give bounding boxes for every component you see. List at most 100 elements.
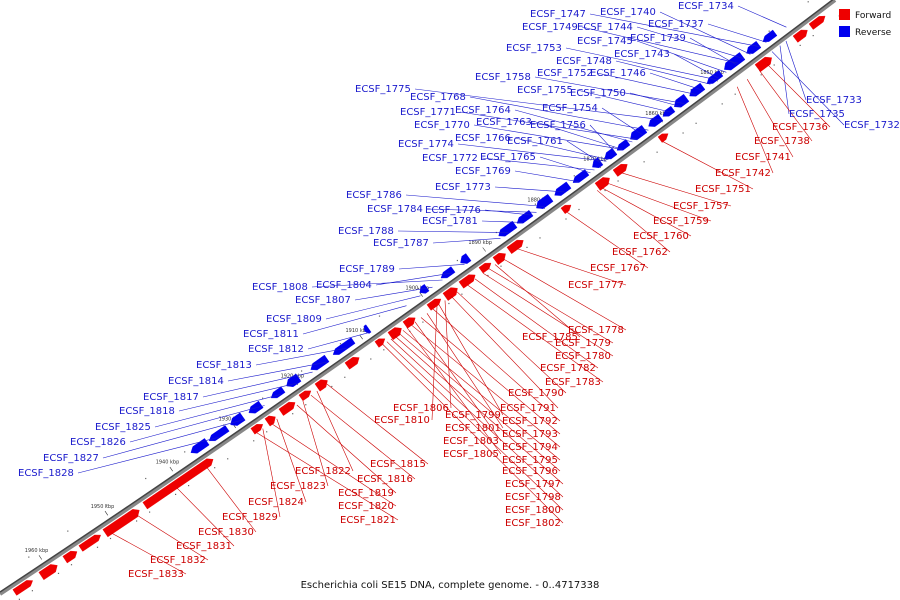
reverse-gene-label: ECSF_1755: [517, 85, 573, 96]
forward-leader-line: [176, 487, 235, 547]
frame-dot: [721, 103, 723, 105]
tick-label: 1890 kbp: [468, 240, 492, 246]
reverse-gene-label: ECSF_1809: [266, 314, 322, 325]
reverse-gene-label: ECSF_1827: [43, 453, 99, 464]
reverse-gene: [648, 113, 664, 127]
frame-dot: [617, 180, 619, 182]
forward-leader-line: [606, 182, 712, 222]
frame-dot: [214, 467, 216, 469]
frame-dot: [253, 440, 255, 442]
forward-gene-label: ECSF_1793: [502, 429, 558, 440]
reverse-gene-label: ECSF_1788: [338, 226, 394, 237]
legend-forward-swatch: [839, 9, 850, 20]
legend-reverse-label: Reverse: [855, 28, 892, 38]
forward-gene-label: ECSF_1806: [393, 403, 449, 414]
reverse-leader-line: [398, 264, 465, 270]
reverse-gene: [286, 373, 302, 388]
reverse-leader-line: [426, 208, 537, 213]
reverse-gene: [498, 220, 518, 237]
forward-gene-label: ECSF_1782: [540, 363, 596, 374]
frame-dot: [487, 274, 489, 277]
forward-gene-label: ECSF_1822: [295, 466, 351, 477]
reverse-gene-label: ECSF_1763: [476, 117, 532, 128]
reverse-leader-line: [102, 419, 245, 459]
reverse-leader-line: [737, 5, 787, 28]
frame-dot: [262, 397, 264, 399]
forward-gene: [62, 550, 78, 564]
forward-gene-label: ECSF_1815: [370, 459, 426, 470]
reverse-gene-label: ECSF_1737: [648, 19, 704, 30]
reverse-gene-label: ECSF_1749: [522, 22, 578, 33]
reverse-gene-label: ECSF_1818: [119, 406, 175, 417]
forward-gene: [560, 204, 572, 214]
reverse-gene: [662, 105, 676, 117]
reverse-gene: [460, 253, 472, 264]
forward-gene: [612, 163, 628, 177]
frame-dot: [145, 477, 147, 480]
frame-dot: [656, 151, 658, 153]
forward-leader-line: [276, 418, 307, 503]
forward-leader-line: [502, 258, 627, 331]
forward-leader-line: [662, 141, 754, 190]
forward-gene-label: ECSF_1819: [338, 488, 394, 499]
reverse-gene-label: ECSF_1740: [600, 7, 656, 18]
reverse-gene: [746, 40, 762, 54]
forward-gene: [458, 274, 476, 289]
frame-dot: [339, 343, 342, 345]
reverse-gene-label: ECSF_1786: [346, 190, 402, 201]
forward-gene-label: ECSF_1759: [653, 216, 709, 227]
reverse-leader-line: [178, 382, 297, 412]
reverse-leader-line: [307, 332, 369, 350]
tick-mark: [482, 247, 486, 252]
reverse-leader-line: [469, 96, 649, 131]
forward-leader-line: [296, 404, 397, 494]
frame-dot: [109, 537, 112, 540]
reverse-leader-line: [601, 107, 643, 135]
reverse-gene-label: ECSF_1748: [556, 56, 612, 67]
tick-label: 1900 kbp: [406, 285, 430, 291]
forward-leader-line: [516, 248, 627, 286]
forward-leader-line: [256, 432, 399, 521]
forward-gene-label: ECSF_1798: [505, 492, 561, 503]
frame-dot: [31, 590, 33, 592]
reverse-gene-label: ECSF_1761: [507, 136, 563, 147]
forward-gene-label: ECSF_1796: [502, 466, 558, 477]
forward-gene-label: ECSF_1816: [357, 474, 413, 485]
reverse-gene-label: ECSF_1769: [455, 166, 511, 177]
reverse-leader-line: [227, 361, 327, 382]
forward-gene-label: ECSF_1800: [505, 505, 561, 516]
forward-leader-line: [410, 324, 561, 448]
forward-leader-line: [766, 63, 831, 128]
forward-gene-label: ECSF_1751: [695, 184, 751, 195]
forward-leader-line: [450, 295, 559, 409]
reverse-leader-line: [202, 371, 313, 398]
reverse-leader-line: [154, 394, 281, 428]
frame-dot: [461, 293, 463, 295]
forward-gene-label: ECSF_1738: [754, 136, 810, 147]
forward-gene: [142, 458, 214, 510]
reverse-gene-label: ECSF_1758: [475, 72, 531, 83]
reverse-leader-line: [649, 72, 703, 91]
reverse-leader-line: [659, 11, 751, 55]
tick-label: 1940 kbp: [156, 460, 180, 466]
gene-layer: [12, 15, 826, 596]
reverse-gene: [208, 425, 230, 441]
forward-leader-line: [494, 264, 581, 338]
forward-leader-line: [736, 86, 774, 174]
reverse-gene: [440, 266, 456, 279]
reverse-leader-line: [459, 111, 637, 140]
forward-gene-label: ECSF_1757: [673, 201, 729, 212]
forward-leader-line: [326, 383, 429, 465]
leader-lines: [77, 5, 845, 575]
frame-dot: [331, 385, 333, 388]
reverse-gene: [516, 210, 534, 224]
forward-leader-line: [432, 308, 561, 422]
reverse-leader-line: [457, 143, 607, 162]
forward-gene: [344, 356, 360, 370]
reverse-leader-line: [615, 60, 711, 85]
forward-gene: [78, 534, 101, 552]
reverse-gene: [604, 147, 618, 160]
forward-leader-line: [310, 394, 416, 480]
reverse-gene-label: ECSF_1808: [252, 282, 308, 293]
reverse-leader-line: [514, 137, 609, 160]
